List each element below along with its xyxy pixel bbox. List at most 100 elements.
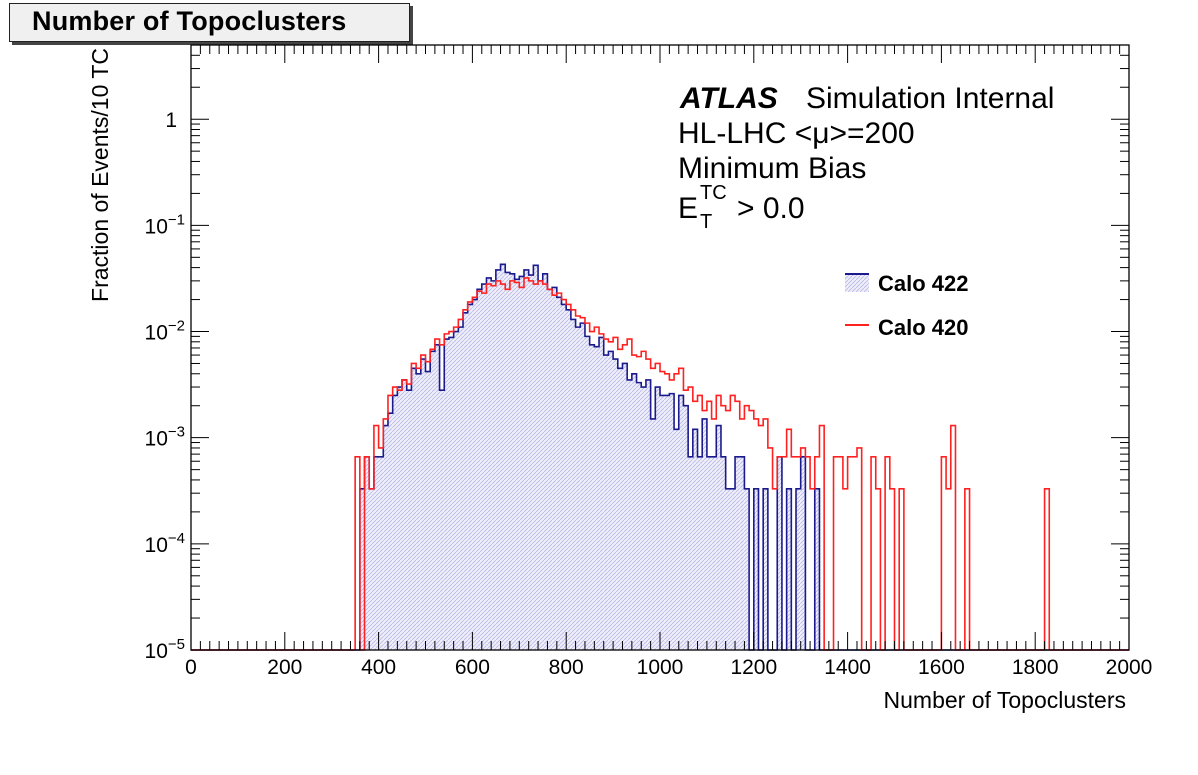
histogram-fill-bin xyxy=(753,488,759,650)
histogram-fill-bin xyxy=(552,287,557,650)
histogram-fill-bin xyxy=(467,304,473,650)
x-tick-label: 200 xyxy=(267,656,302,679)
histogram-fill-bin xyxy=(814,488,820,650)
legend-label-calo-422: Calo 422 xyxy=(878,271,969,296)
histogram-fill-bin xyxy=(463,312,468,650)
x-tick-label: 1400 xyxy=(824,656,871,679)
histogram-fill-bin xyxy=(575,327,581,650)
y-tick-label: 10−1 xyxy=(145,211,185,238)
histogram-fill-bin xyxy=(706,456,712,650)
histogram-fill-bin xyxy=(641,387,646,650)
x-tick-label: 600 xyxy=(455,656,490,679)
axes-layer: 0 200 400 600 800 1000 1200 1400 1600 1800 2000 10−… xyxy=(87,44,1153,713)
histogram-fill-bin xyxy=(448,337,454,650)
y-tick-label: 1 xyxy=(165,109,177,132)
histogram-fill-bin xyxy=(542,273,548,650)
histogram-fill-bin xyxy=(453,331,459,650)
histogram-fill-bin xyxy=(566,309,571,650)
legend: Calo 422 Calo 420 xyxy=(845,271,969,340)
histogram-fill-bin xyxy=(636,382,642,650)
histogram-fill-bin xyxy=(556,297,562,650)
legend-swatch-fill xyxy=(845,274,869,292)
histogram-fill-bin xyxy=(528,275,534,650)
annotation-sample: Minimum Bias xyxy=(678,152,866,185)
histogram-fill-bin xyxy=(430,351,435,650)
histogram-fill-bin xyxy=(538,280,543,650)
histogram-fill-bin xyxy=(669,393,675,650)
atlas-label: ATLAS xyxy=(679,82,778,115)
histogram-fill-bin xyxy=(434,344,440,650)
x-tick-label: 400 xyxy=(361,656,396,679)
histogram-fill-bin xyxy=(594,346,600,650)
x-tick-label: 2000 xyxy=(1106,656,1153,679)
y-tick-label: 10−2 xyxy=(145,318,185,345)
histogram-fill-bin xyxy=(387,413,393,650)
annotation-luminosity: HL-LHC <μ>=200 xyxy=(678,117,915,150)
histogram-fill-bin xyxy=(458,327,464,650)
histogram-fill-bin xyxy=(650,418,656,650)
x-tick-label: 1200 xyxy=(730,656,777,679)
histogram-fill-bin xyxy=(735,456,740,650)
histogram-fill-bin xyxy=(796,488,801,650)
histogram-fill-bin xyxy=(547,289,553,650)
y-tick-label: 10−4 xyxy=(145,530,185,557)
histogram-fill-bin xyxy=(786,488,792,650)
chart-title: Number of Topoclusters xyxy=(32,6,347,36)
histogram-fill-bin xyxy=(369,488,374,650)
annotation-et-threshold: > 0.0 xyxy=(737,192,805,225)
histogram-fill-bin xyxy=(688,456,693,650)
histogram-fill-bin xyxy=(660,395,665,650)
histogram-fill-bin xyxy=(411,368,417,650)
histogram-fill-bin xyxy=(416,373,421,650)
histogram-fill-bin xyxy=(777,456,782,650)
histogram-fill-bin xyxy=(514,279,520,650)
histogram-fill-bin xyxy=(397,387,403,650)
atlas-suffix: Simulation Internal xyxy=(806,82,1054,115)
histogram-fill-bin xyxy=(603,355,609,650)
annotation-et-sub: T xyxy=(700,211,712,233)
histogram-fill-bin xyxy=(716,425,721,650)
chart-title-box: Number of Topoclusters xyxy=(9,3,410,42)
x-tick-label: 1800 xyxy=(1012,656,1059,679)
histogram-fill-bin xyxy=(744,488,750,650)
histogram-fill-bin xyxy=(444,339,449,650)
histogram-fill-bin xyxy=(378,456,384,650)
histogram-fill-bin xyxy=(481,284,487,650)
histogram-fill-bin xyxy=(491,280,496,650)
histogram-fill-bin xyxy=(763,488,768,650)
histogram-fill-bin xyxy=(519,276,524,650)
x-tick-label: 1600 xyxy=(918,656,965,679)
x-axis-title: Number of Topoclusters xyxy=(884,687,1126,713)
histogram-fill-bin xyxy=(402,379,407,650)
histogram-fill-bin xyxy=(697,456,703,650)
histogram-fill-bin xyxy=(570,319,576,650)
histogram-fill-bin xyxy=(599,337,604,650)
y-tick-label: 10−3 xyxy=(145,424,185,451)
histogram-fill-bin xyxy=(702,418,707,650)
histogram-fill-bin xyxy=(720,456,726,650)
histogram-fill-bin xyxy=(655,387,660,650)
histogram-fill-bin xyxy=(392,395,398,650)
histogram-fill-bin xyxy=(495,269,501,650)
histogram-fill-bin xyxy=(472,299,478,650)
histogram-fill-bin xyxy=(373,456,379,650)
histogram-fill-bin xyxy=(533,265,539,650)
histogram-fill-bin xyxy=(406,390,412,650)
histogram-fill-bin xyxy=(425,371,431,650)
histogram-fill-bin xyxy=(627,379,632,650)
histogram-fill-bin xyxy=(359,488,365,650)
histogram-fill-bin xyxy=(664,395,670,650)
histogram-fill-bin xyxy=(711,456,717,650)
histogram-fill-bin xyxy=(692,429,698,650)
histogram-fill-bin xyxy=(439,390,445,650)
histogram-fill-bin xyxy=(622,363,628,650)
histogram-fill-bin xyxy=(589,344,595,650)
histogram-fill-bin xyxy=(580,323,585,650)
histogram-fill-bin xyxy=(383,425,388,650)
histogram-fill-bin xyxy=(500,264,506,650)
histogram-fill-bin xyxy=(725,488,731,650)
histogram-fill-bin xyxy=(730,488,736,650)
histogram-fill-bin xyxy=(420,359,426,650)
annotation-et-sup: TC xyxy=(700,182,727,204)
